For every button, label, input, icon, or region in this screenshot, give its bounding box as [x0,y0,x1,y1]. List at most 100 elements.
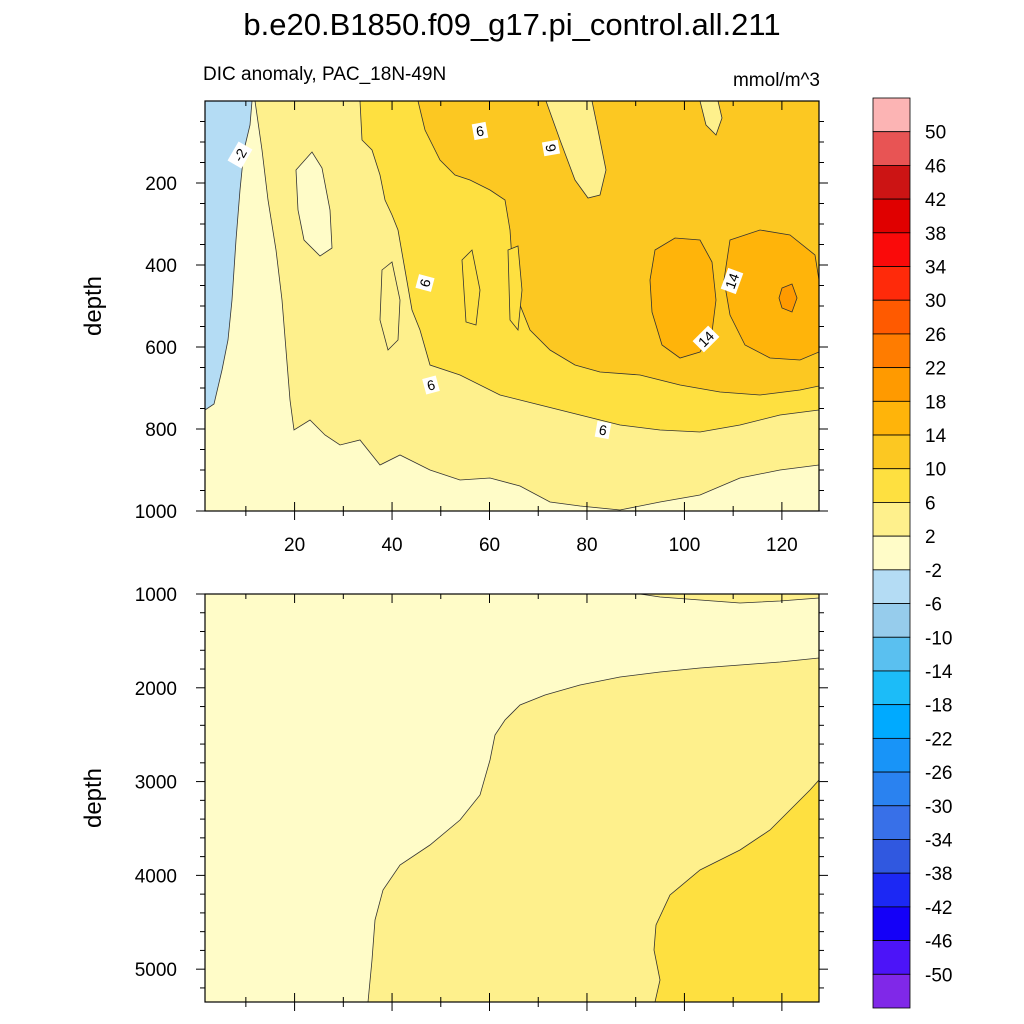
x-tick-label: 80 [576,535,597,556]
colorbar-label: 14 [925,426,947,447]
colorbar-swatch [872,198,911,234]
colorbar-swatch [872,468,911,503]
y-tick-label: 600 [145,338,177,359]
colorbar-label: 50 [925,123,946,144]
colorbar-swatch [872,535,911,571]
colorbar-swatch [872,872,911,908]
contour-label: 6 [594,420,612,440]
colorbar-swatch [872,603,911,638]
colorbar-swatch [872,805,911,840]
contour-label: 14 [720,267,744,295]
colorbar-label: 42 [925,190,946,211]
colorbar-label: -42 [925,898,952,919]
y-tick-label: 4000 [135,866,177,887]
lower-panel: depth 1000 2000 3000 4000 5000 [80,585,828,1011]
colorbar-swatch [872,266,911,301]
region-upper-orange-18 [778,283,798,313]
contour-label-text: 6 [598,421,609,438]
chart-title: b.e20.B1850.f09_g17.pi_control.all.211 [243,7,780,42]
region-upper-orange-10-14 [417,101,819,396]
colorbar-label: 6 [925,493,936,514]
colorbar-swatch [872,333,911,369]
colorbar-swatch [872,165,911,200]
x-tick-label: 60 [479,535,500,556]
upper-contour-labels: -2 6 9 6 14 14 6 6 [227,121,744,440]
contour-label: 9 [541,139,561,157]
colorbar-swatch [872,636,911,672]
contour-label-text: 6 [416,277,434,289]
x-tick-label: 100 [669,535,701,556]
contour-label: 6 [471,121,489,141]
colorbar-label: 30 [925,291,946,312]
colorbar-label: -50 [925,965,952,986]
colorbar-label: -6 [925,595,942,616]
colorbar-label: -22 [925,729,952,750]
contour-label-text: 6 [425,376,437,394]
subtitle-right: mmol/m^3 [733,70,820,91]
upper-y-ticks: 200 400 600 800 1000 [135,121,828,523]
streak-upper-6 [507,245,523,332]
y-tick-label: 1000 [135,502,177,523]
colorbar-swatch [872,367,911,402]
colorbar-swatch [872,737,911,773]
colorbar-label: -26 [925,763,952,784]
colorbar-swatch [872,704,911,739]
colorbar-swatch [872,906,911,941]
contour-label: 6 [422,375,440,395]
streak-upper-5 [461,249,481,326]
colorbar-swatch [872,973,911,1009]
y-tick-label: 3000 [135,773,177,794]
streak-upper-4 [379,261,401,351]
colorbar-label: -14 [925,662,953,683]
colorbar-label: 22 [925,359,946,380]
streak-upper-2 [545,101,607,199]
streak-upper-1 [295,151,333,257]
contour-label-text: 6 [475,122,486,139]
y-tick-label: 5000 [135,960,177,981]
colorbar-swatch [872,839,911,874]
subtitle-left: DIC anomaly, PAC_18N-49N [203,64,446,85]
colorbar-label: -2 [925,561,942,582]
colorbar-label: 18 [925,392,946,413]
colorbar-label: 34 [925,258,947,279]
y-tick-label: 1000 [135,585,177,606]
colorbar-swatch [872,569,911,604]
x-tick-label: 40 [381,535,402,556]
lower-y-ticks: 1000 2000 3000 4000 5000 [135,585,828,989]
contour-label-text: 9 [542,143,559,154]
colorbar-swatch [872,434,911,470]
colorbar-swatch [872,940,911,975]
colorbar-swatch [872,299,911,335]
colorbar-label: -18 [925,696,952,717]
lower-x-ticks [245,594,783,1011]
colorbar-label: 26 [925,325,946,346]
colorbar-swatch [872,97,911,133]
upper-panel: -2 6 9 6 14 14 6 6 depth 200 400 600 800 1000 20 40 6… [80,100,828,556]
contour-label: -2 [227,141,253,169]
colorbar-label: -38 [925,864,952,885]
colorbar: 50 46 42 38 34 30 26 22 18 14 10 6 2 -2 -6 -10 -14 -18 -22… [872,97,953,1009]
colorbar-label: 10 [925,460,946,481]
upper-ylabel: depth [80,276,107,336]
streak-upper-3 [699,101,723,136]
upper-x-ticks: 20 40 60 80 100 120 [245,101,798,556]
region-upper-orange-14-18b [723,229,819,361]
colorbar-label: -30 [925,797,952,818]
colorbar-label: -34 [925,830,953,851]
lower-plot-frame [204,593,820,1003]
contour-label: 14 [692,325,720,353]
colorbar-label: 46 [925,156,946,177]
contour-label: 6 [415,274,435,292]
lower-ylabel: depth [80,768,107,828]
colorbar-label: -10 [925,628,952,649]
y-tick-label: 800 [145,420,177,441]
colorbar-swatch [872,131,911,166]
colorbar-swatch [872,502,911,537]
colorbar-label: 38 [925,224,946,245]
y-tick-label: 200 [145,174,177,195]
y-tick-label: 2000 [135,679,177,700]
colorbar-swatch [872,771,911,807]
colorbar-label: 2 [925,527,936,548]
colorbar-swatch [872,670,911,706]
